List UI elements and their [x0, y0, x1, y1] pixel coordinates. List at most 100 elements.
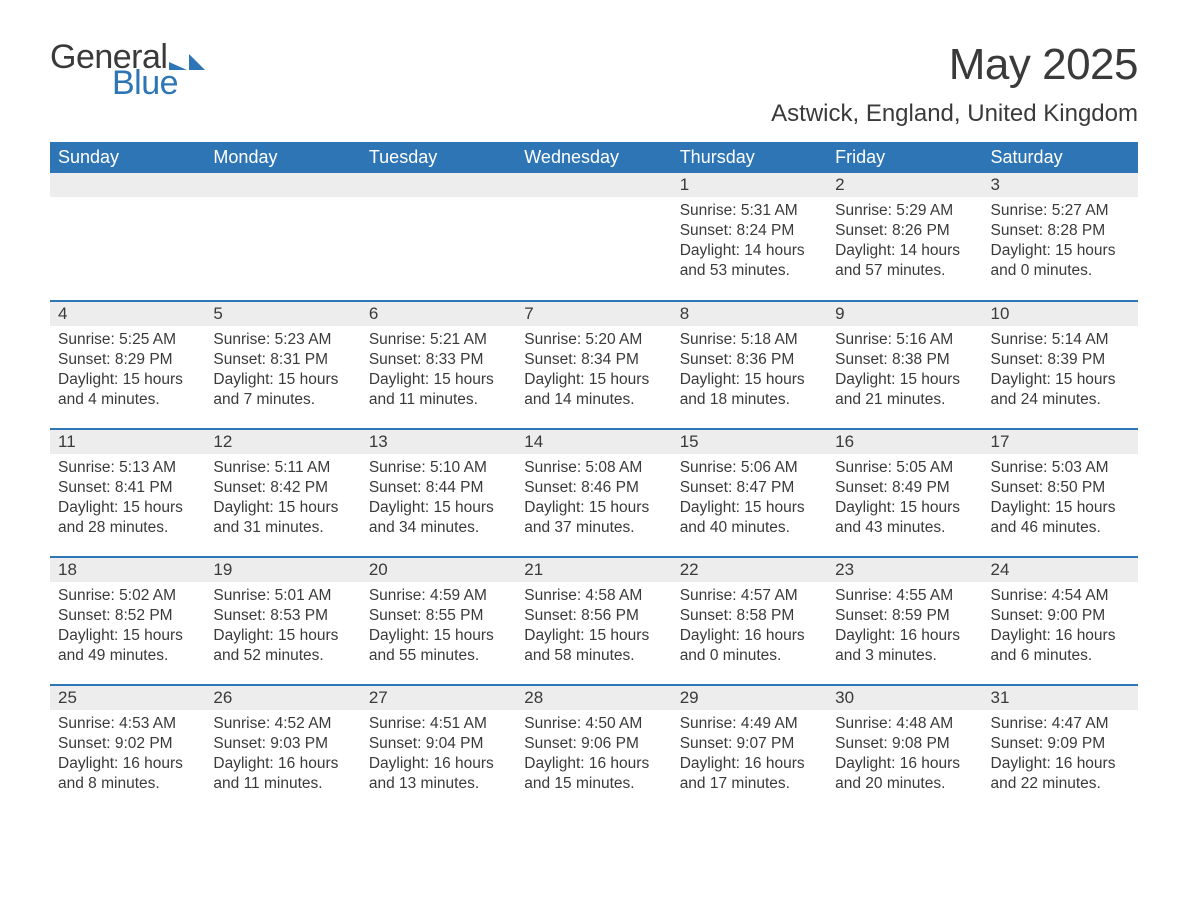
daylight-text: Daylight: 15 hours and 52 minutes. [213, 626, 352, 666]
header: General Blue May 2025 Astwick, England, … [50, 40, 1138, 128]
day-details: Sunrise: 5:27 AMSunset: 8:28 PMDaylight:… [983, 197, 1138, 282]
sunset-text: Sunset: 9:03 PM [213, 734, 352, 754]
sunrise-text: Sunrise: 4:57 AM [680, 586, 819, 606]
sunset-text: Sunset: 8:52 PM [58, 606, 197, 626]
sunrise-text: Sunrise: 4:58 AM [524, 586, 663, 606]
day-details: Sunrise: 5:13 AMSunset: 8:41 PMDaylight:… [50, 454, 205, 539]
calendar-day-cell: 13Sunrise: 5:10 AMSunset: 8:44 PMDayligh… [361, 429, 516, 557]
daylight-text: Daylight: 15 hours and 31 minutes. [213, 498, 352, 538]
day-details: Sunrise: 4:53 AMSunset: 9:02 PMDaylight:… [50, 710, 205, 795]
sunrise-text: Sunrise: 4:51 AM [369, 714, 508, 734]
weekday-header: Thursday [672, 142, 827, 173]
sunset-text: Sunset: 8:24 PM [680, 221, 819, 241]
day-number: 11 [50, 430, 205, 454]
sunrise-text: Sunrise: 5:20 AM [524, 330, 663, 350]
daylight-text: Daylight: 15 hours and 24 minutes. [991, 370, 1130, 410]
calendar-day-cell: 16Sunrise: 5:05 AMSunset: 8:49 PMDayligh… [827, 429, 982, 557]
sunrise-text: Sunrise: 5:16 AM [835, 330, 974, 350]
day-details: Sunrise: 5:05 AMSunset: 8:49 PMDaylight:… [827, 454, 982, 539]
day-number: 15 [672, 430, 827, 454]
calendar-day-cell: 4Sunrise: 5:25 AMSunset: 8:29 PMDaylight… [50, 301, 205, 429]
day-details: Sunrise: 5:14 AMSunset: 8:39 PMDaylight:… [983, 326, 1138, 411]
daylight-text: Daylight: 15 hours and 18 minutes. [680, 370, 819, 410]
day-number: 29 [672, 686, 827, 710]
daylight-text: Daylight: 15 hours and 40 minutes. [680, 498, 819, 538]
sunset-text: Sunset: 9:09 PM [991, 734, 1130, 754]
logo-text-blue: Blue [112, 66, 205, 100]
sunset-text: Sunset: 9:07 PM [680, 734, 819, 754]
calendar-day-cell: 27Sunrise: 4:51 AMSunset: 9:04 PMDayligh… [361, 685, 516, 813]
calendar-day-cell: 9Sunrise: 5:16 AMSunset: 8:38 PMDaylight… [827, 301, 982, 429]
daylight-text: Daylight: 16 hours and 11 minutes. [213, 754, 352, 794]
sunrise-text: Sunrise: 5:11 AM [213, 458, 352, 478]
calendar-day-cell: 29 Sunrise: 4:49 AMSunset: 9:07 PMDayligh… [672, 685, 827, 813]
sunrise-text: Sunrise: 4:47 AM [991, 714, 1130, 734]
day-details: Sunrise: 4:48 AMSunset: 9:08 PMDaylight:… [827, 710, 982, 795]
sunrise-text: Sunrise: 4:49 AM [680, 714, 819, 734]
day-number [516, 173, 671, 197]
sunset-text: Sunset: 9:08 PM [835, 734, 974, 754]
daylight-text: Daylight: 15 hours and 28 minutes. [58, 498, 197, 538]
sunset-text: Sunset: 8:28 PM [991, 221, 1130, 241]
day-details: Sunrise: 5:11 AMSunset: 8:42 PMDaylight:… [205, 454, 360, 539]
calendar-empty-cell [50, 173, 205, 301]
calendar-day-cell: 7Sunrise: 5:20 AMSunset: 8:34 PMDaylight… [516, 301, 671, 429]
day-number: 9 [827, 302, 982, 326]
sunset-text: Sunset: 8:50 PM [991, 478, 1130, 498]
calendar-day-cell: 15Sunrise: 5:06 AMSunset: 8:47 PMDayligh… [672, 429, 827, 557]
day-details: Sunrise: 5:20 AMSunset: 8:34 PMDaylight:… [516, 326, 671, 411]
day-details: Sunrise: 5:08 AMSunset: 8:46 PMDaylight:… [516, 454, 671, 539]
weekday-header: Monday [205, 142, 360, 173]
daylight-text: Daylight: 16 hours and 17 minutes. [680, 754, 819, 794]
sunrise-text: Sunrise: 5:10 AM [369, 458, 508, 478]
day-details: Sunrise: 4:57 AMSunset: 8:58 PMDaylight:… [672, 582, 827, 667]
sunrise-text: Sunrise: 4:59 AM [369, 586, 508, 606]
day-number: 22 [672, 558, 827, 582]
day-details: Sunrise: 4:55 AMSunset: 8:59 PMDaylight:… [827, 582, 982, 667]
day-details: Sunrise: 5:06 AMSunset: 8:47 PMDaylight:… [672, 454, 827, 539]
weekday-header: Friday [827, 142, 982, 173]
daylight-text: Daylight: 14 hours and 53 minutes. [680, 241, 819, 281]
calendar-day-cell: 6Sunrise: 5:21 AMSunset: 8:33 PMDaylight… [361, 301, 516, 429]
daylight-text: Daylight: 16 hours and 20 minutes. [835, 754, 974, 794]
calendar-day-cell: 12Sunrise: 5:11 AMSunset: 8:42 PMDayligh… [205, 429, 360, 557]
daylight-text: Daylight: 15 hours and 46 minutes. [991, 498, 1130, 538]
calendar-day-cell: 10Sunrise: 5:14 AMSunset: 8:39 PMDayligh… [983, 301, 1138, 429]
calendar-day-cell: 24Sunrise: 4:54 AMSunset: 9:00 PMDayligh… [983, 557, 1138, 685]
calendar-day-cell: 31Sunrise: 4:47 AMSunset: 9:09 PMDayligh… [983, 685, 1138, 813]
day-number: 30 [827, 686, 982, 710]
sunrise-text: Sunrise: 5:03 AM [991, 458, 1130, 478]
calendar-day-cell: 18Sunrise: 5:02 AMSunset: 8:52 PMDayligh… [50, 557, 205, 685]
day-details: Sunrise: 5:29 AMSunset: 8:26 PMDaylight:… [827, 197, 982, 282]
sunset-text: Sunset: 8:26 PM [835, 221, 974, 241]
weekday-header: Sunday [50, 142, 205, 173]
day-number [361, 173, 516, 197]
calendar-empty-cell [205, 173, 360, 301]
sunset-text: Sunset: 8:31 PM [213, 350, 352, 370]
day-number [205, 173, 360, 197]
daylight-text: Daylight: 15 hours and 58 minutes. [524, 626, 663, 666]
sunset-text: Sunset: 8:46 PM [524, 478, 663, 498]
calendar-day-cell: 20Sunrise: 4:59 AMSunset: 8:55 PMDayligh… [361, 557, 516, 685]
daylight-text: Daylight: 16 hours and 22 minutes. [991, 754, 1130, 794]
sunrise-text: Sunrise: 5:06 AM [680, 458, 819, 478]
sunrise-text: Sunrise: 4:54 AM [991, 586, 1130, 606]
daylight-text: Daylight: 14 hours and 57 minutes. [835, 241, 974, 281]
daylight-text: Daylight: 15 hours and 21 minutes. [835, 370, 974, 410]
day-number: 17 [983, 430, 1138, 454]
sunset-text: Sunset: 8:42 PM [213, 478, 352, 498]
day-number: 18 [50, 558, 205, 582]
day-details: Sunrise: 4:47 AMSunset: 9:09 PMDaylight:… [983, 710, 1138, 795]
logo: General Blue [50, 40, 205, 100]
weekday-header: Tuesday [361, 142, 516, 173]
day-number: 2 [827, 173, 982, 197]
day-number: 4 [50, 302, 205, 326]
daylight-text: Daylight: 15 hours and 37 minutes. [524, 498, 663, 538]
calendar-day-cell: 17 Sunrise: 5:03 AMSunset: 8:50 PMDayligh… [983, 429, 1138, 557]
daylight-text: Daylight: 15 hours and 4 minutes. [58, 370, 197, 410]
day-details: Sunrise: 5:02 AMSunset: 8:52 PMDaylight:… [50, 582, 205, 667]
sunrise-text: Sunrise: 5:29 AM [835, 201, 974, 221]
calendar-day-cell: 19Sunrise: 5:01 AMSunset: 8:53 PMDayligh… [205, 557, 360, 685]
calendar-row: 25Sunrise: 4:53 AMSunset: 9:02 PMDayligh… [50, 685, 1138, 813]
calendar-row: 18Sunrise: 5:02 AMSunset: 8:52 PMDayligh… [50, 557, 1138, 685]
